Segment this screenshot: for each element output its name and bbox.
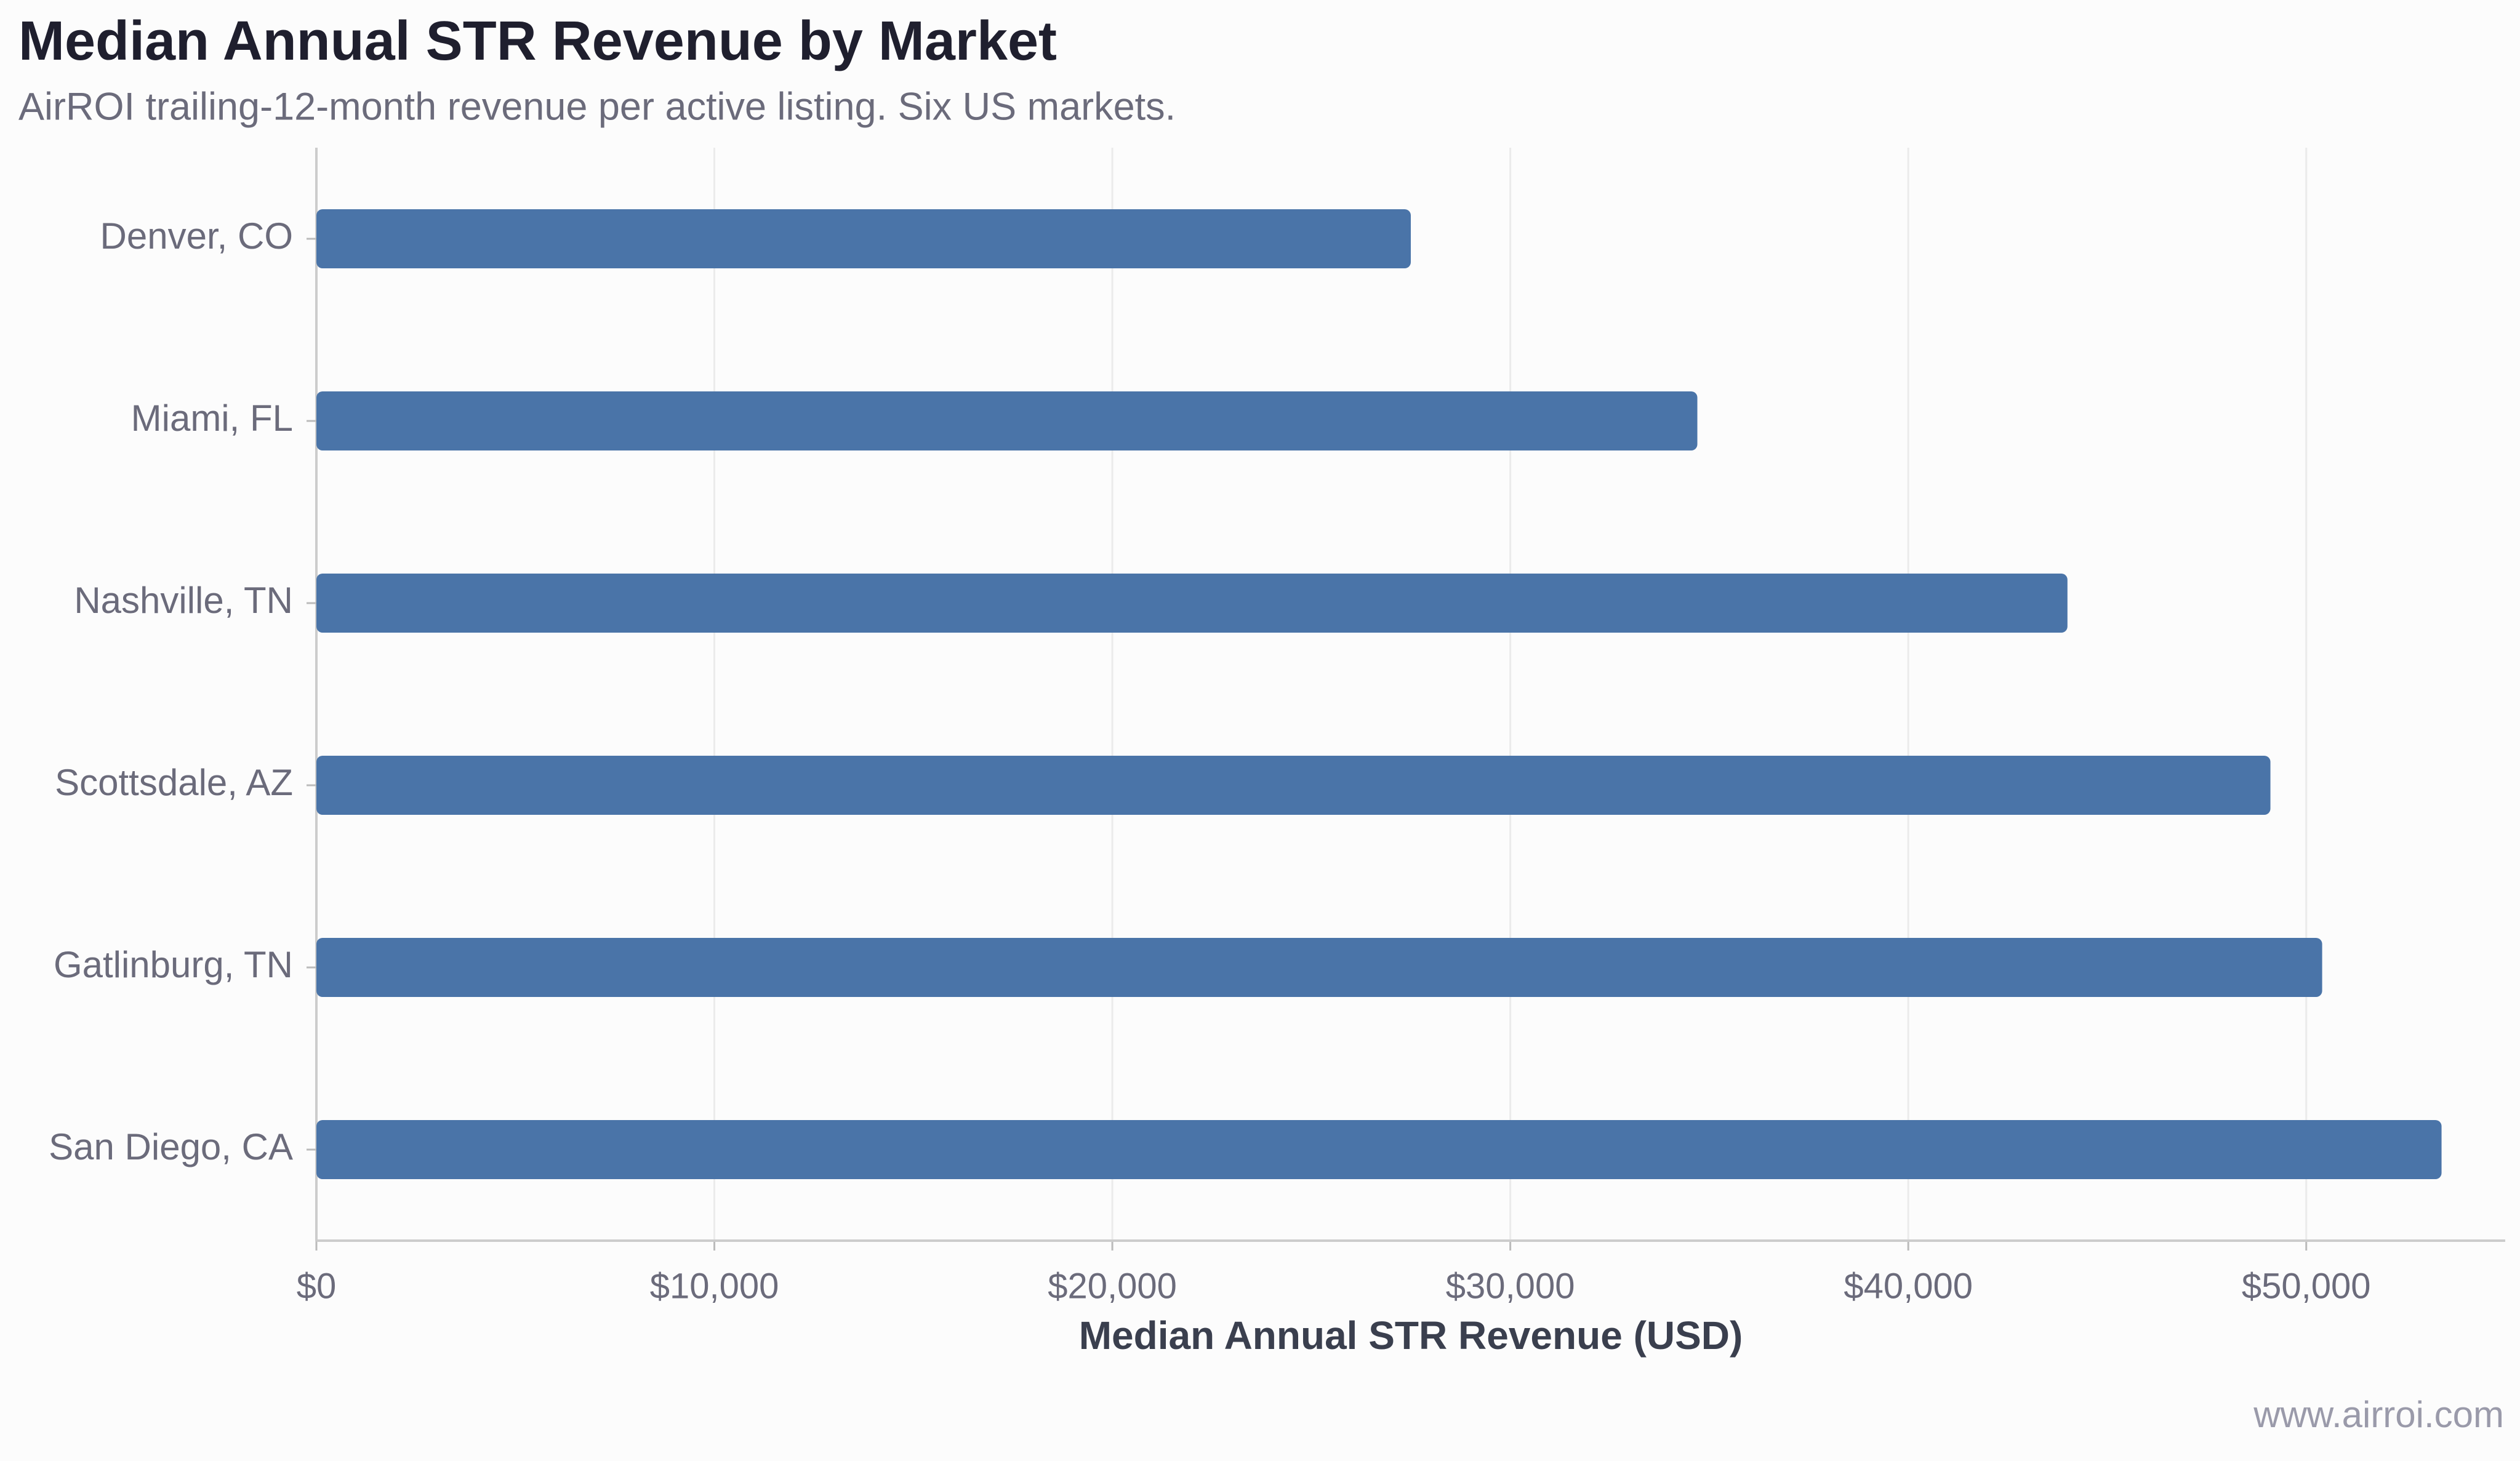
x-tick-label: $10,000: [650, 1266, 779, 1306]
x-tick-label: $50,000: [2242, 1266, 2371, 1306]
bar: [316, 209, 1411, 268]
x-axis-title: Median Annual STR Revenue (USD): [1079, 1313, 1743, 1358]
footer: www.airroi.com: [2253, 1394, 2504, 1435]
chart-subtitle: AirROI trailing-12-month revenue per act…: [18, 86, 1176, 129]
chart-title: Median Annual STR Revenue by Market: [18, 10, 1057, 72]
bar: [316, 938, 2322, 997]
x-tick-label: $30,000: [1446, 1266, 1575, 1306]
bar: [316, 1120, 2442, 1179]
y-tick-label: San Diego, CA: [49, 1126, 293, 1167]
x-tick-label: $20,000: [1048, 1266, 1177, 1306]
bar: [316, 574, 2068, 633]
y-tick-label: Miami, FL: [131, 398, 293, 439]
x-tick-label: $40,000: [1844, 1266, 1973, 1306]
x-tick-label: $0: [297, 1266, 337, 1306]
y-tick-label: Nashville, TN: [74, 580, 293, 621]
y-tick-label: Scottsdale, AZ: [55, 762, 293, 803]
bar: [316, 756, 2271, 815]
y-tick-label: Denver, CO: [100, 215, 293, 257]
bar: [316, 391, 1698, 450]
y-tick-label: Gatlinburg, TN: [54, 944, 293, 985]
